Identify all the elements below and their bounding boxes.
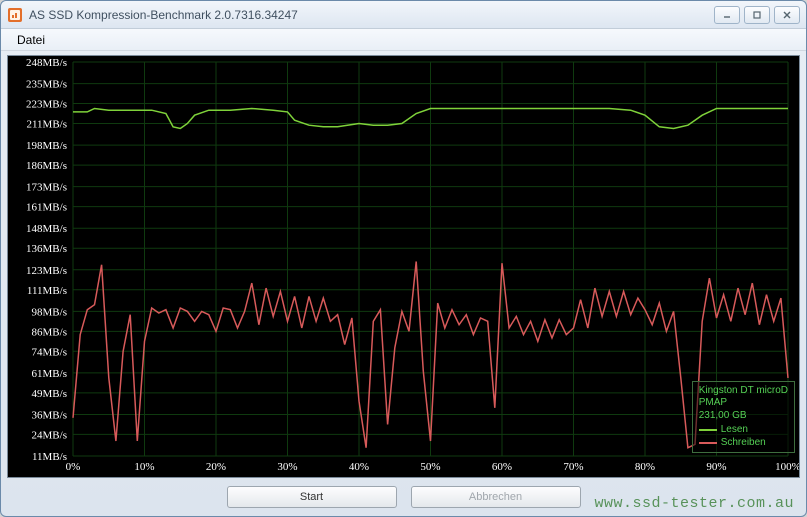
window-controls — [714, 6, 800, 24]
legend-read-label: Lesen — [721, 424, 748, 437]
window-title: AS SSD Kompression-Benchmark 2.0.7316.34… — [29, 8, 714, 22]
svg-text:198MB/s: 198MB/s — [26, 140, 67, 152]
legend-write: Schreiben — [699, 437, 788, 450]
svg-text:161MB/s: 161MB/s — [26, 202, 67, 214]
svg-text:70%: 70% — [563, 461, 583, 473]
svg-text:11MB/s: 11MB/s — [32, 451, 67, 463]
compression-chart: 248MB/s 235MB/s 223MB/s 211MB/s 198MB/s 186MB… — [7, 55, 800, 478]
svg-text:86MB/s: 86MB/s — [32, 326, 67, 338]
app-icon — [7, 7, 23, 23]
legend-drive-name: Kingston DT microD — [699, 385, 788, 398]
app-window: AS SSD Kompression-Benchmark 2.0.7316.34… — [0, 0, 807, 517]
client-area: 248MB/s 235MB/s 223MB/s 211MB/s 198MB/s 186MB… — [1, 51, 806, 516]
svg-text:235MB/s: 235MB/s — [26, 79, 67, 91]
svg-text:223MB/s: 223MB/s — [26, 99, 67, 111]
svg-text:60%: 60% — [492, 461, 512, 473]
menubar: Datei — [1, 29, 806, 51]
minimize-button[interactable] — [714, 6, 740, 24]
svg-text:123MB/s: 123MB/s — [26, 265, 67, 277]
legend-drive-name-2: PMAP — [699, 397, 788, 410]
svg-text:50%: 50% — [420, 461, 440, 473]
svg-text:98MB/s: 98MB/s — [32, 306, 67, 318]
svg-text:0%: 0% — [66, 461, 81, 473]
button-row: Start Abbrechen — [7, 478, 800, 510]
maximize-button[interactable] — [744, 6, 770, 24]
svg-text:248MB/s: 248MB/s — [26, 57, 67, 69]
svg-text:148MB/s: 148MB/s — [26, 223, 67, 235]
svg-text:10%: 10% — [134, 461, 154, 473]
svg-text:100%: 100% — [775, 461, 799, 473]
svg-text:30%: 30% — [277, 461, 297, 473]
svg-text:90%: 90% — [706, 461, 726, 473]
svg-text:20%: 20% — [206, 461, 226, 473]
legend-read: Lesen — [699, 424, 788, 437]
legend-write-label: Schreiben — [721, 437, 766, 450]
svg-text:173MB/s: 173MB/s — [26, 182, 67, 194]
chart-legend: Kingston DT microD PMAP 231,00 GB Lesen … — [692, 381, 795, 454]
legend-write-swatch — [699, 442, 717, 444]
svg-text:111MB/s: 111MB/s — [27, 285, 67, 297]
cancel-button: Abbrechen — [411, 486, 581, 508]
svg-text:186MB/s: 186MB/s — [26, 160, 67, 172]
menu-file[interactable]: Datei — [9, 31, 53, 49]
svg-text:74MB/s: 74MB/s — [32, 346, 67, 358]
svg-text:36MB/s: 36MB/s — [32, 409, 67, 421]
legend-read-swatch — [699, 429, 717, 431]
svg-text:24MB/s: 24MB/s — [32, 429, 67, 441]
svg-text:211MB/s: 211MB/s — [26, 119, 67, 131]
legend-capacity: 231,00 GB — [699, 410, 788, 423]
close-button[interactable] — [774, 6, 800, 24]
start-button[interactable]: Start — [227, 486, 397, 508]
svg-text:40%: 40% — [349, 461, 369, 473]
svg-text:61MB/s: 61MB/s — [32, 368, 67, 380]
svg-text:80%: 80% — [635, 461, 655, 473]
svg-text:136MB/s: 136MB/s — [26, 243, 67, 255]
chart-canvas: 248MB/s 235MB/s 223MB/s 211MB/s 198MB/s 186MB… — [8, 56, 799, 477]
svg-text:49MB/s: 49MB/s — [32, 388, 67, 400]
titlebar: AS SSD Kompression-Benchmark 2.0.7316.34… — [1, 1, 806, 29]
